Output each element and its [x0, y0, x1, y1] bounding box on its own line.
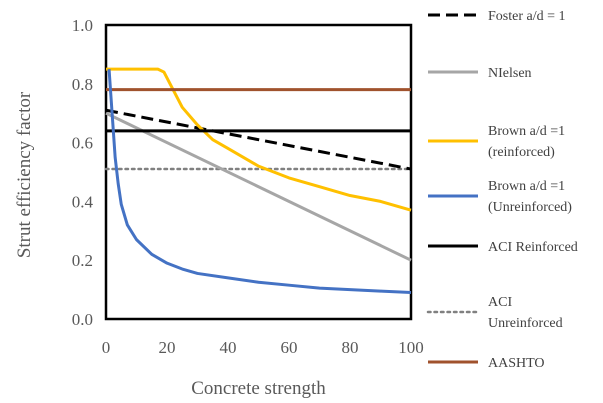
legend-label: ACI — [488, 295, 512, 310]
x-tick-label: 40 — [220, 338, 237, 357]
x-tick-label: 80 — [342, 338, 359, 357]
legend-item: NIelsen — [428, 66, 532, 81]
legend-item: Brown a/d =1 (reinforced) — [428, 124, 565, 160]
series-line-2 — [105, 111, 412, 262]
x-tick-label: 100 — [398, 338, 424, 357]
x-axis-title: Concrete strength — [191, 378, 326, 399]
y-axis-title: Strut efficiency factor — [14, 91, 35, 258]
plot-frame-layer — [104, 23, 413, 321]
y-tick-label: 0.4 — [72, 192, 94, 211]
legend: Foster a/d = 1 NIelsen Brown a/d =1 (reinfo… — [426, 9, 578, 371]
legend-item: Brown a/d =1 (Unreinforced) — [428, 179, 572, 215]
legend-label: Foster a/d = 1 — [488, 9, 566, 24]
legend-label: Brown a/d =1 — [488, 179, 565, 194]
y-tick-label: 1.0 — [72, 16, 93, 35]
x-tick-label: 20 — [159, 338, 176, 357]
y-tick-label: 0.0 — [72, 310, 93, 329]
tick-layer: 0 20 40 60 80 100 0.0 0.2 0.4 0.6 0.8 1.0 — [72, 16, 424, 357]
legend-item: ACI Reinforced — [428, 240, 578, 255]
legend-label: AASHTO — [488, 356, 545, 371]
x-tick-label: 60 — [281, 338, 298, 357]
legend-item: ACI Unreinforced — [426, 295, 563, 331]
x-tick-label: 0 — [102, 338, 111, 357]
legend-label: (Unreinforced) — [488, 200, 572, 215]
legend-item: AASHTO — [428, 356, 545, 371]
axis-title-layer: Concrete strength Strut efficiency facto… — [14, 91, 326, 399]
plot-area-border — [104, 23, 413, 321]
series-line-3 — [106, 67, 412, 212]
legend-label: ACI Reinforced — [488, 240, 578, 255]
y-tick-label: 0.6 — [72, 134, 93, 153]
y-tick-label: 0.8 — [72, 75, 93, 94]
legend-label: Unreinforced — [488, 316, 563, 331]
legend-item: Foster a/d = 1 — [428, 9, 566, 24]
series-line-4 — [107, 68, 412, 295]
series-line-1 — [105, 108, 412, 171]
legend-label: Brown a/d =1 — [488, 124, 565, 139]
series-layer — [104, 67, 413, 295]
legend-label: (reinforced) — [488, 145, 555, 160]
y-tick-label: 0.2 — [72, 251, 93, 270]
legend-label: NIelsen — [488, 66, 532, 81]
